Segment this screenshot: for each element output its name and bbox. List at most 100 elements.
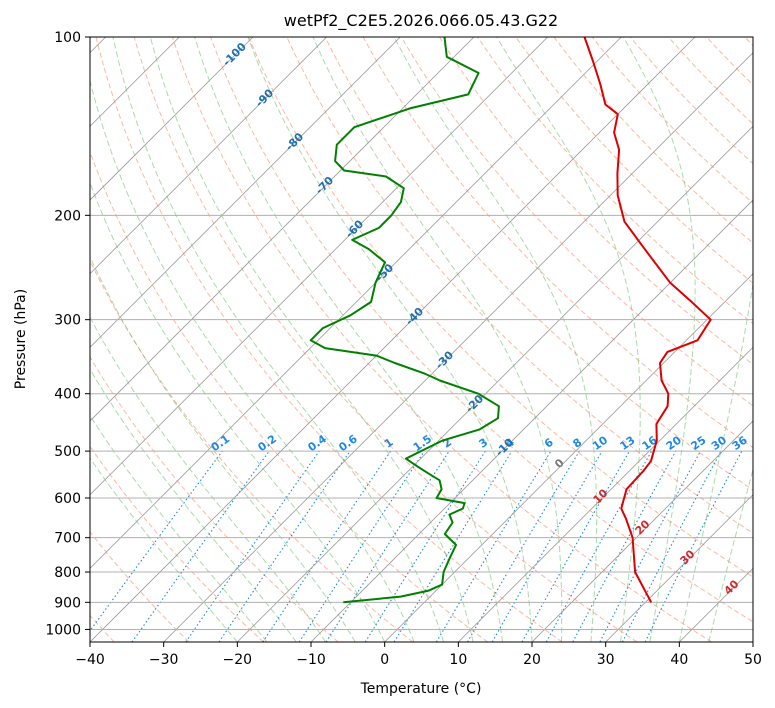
moist-adiabat-line <box>90 414 268 642</box>
isotherms <box>90 37 753 642</box>
pressure-gridlines <box>90 37 753 630</box>
mixing-ratio-lines <box>90 450 743 642</box>
isotherm-line <box>90 37 696 642</box>
mixing-ratio-line <box>364 450 486 642</box>
x-tick-label: −30 <box>149 652 179 668</box>
isotherm-line <box>531 420 753 642</box>
moist-adiabat-line <box>247 37 533 642</box>
dry-adiabats <box>90 37 753 642</box>
mixing-ratio-line <box>435 450 552 642</box>
dry-adiabat-line <box>248 37 753 578</box>
moist-adiabat-line <box>708 467 753 642</box>
moist-adiabat-line <box>90 255 356 642</box>
mixing-ratio-label: 1 <box>382 436 396 451</box>
isotherm-line <box>90 37 327 275</box>
x-tick-label: 10 <box>449 652 467 668</box>
y-tick-label: 600 <box>54 491 81 507</box>
axes: −40 −30 −20 −10 0 10 20 30 40 5010020030040050060… <box>45 30 762 668</box>
mixing-ratio-line <box>131 450 270 642</box>
x-tick-label: 50 <box>744 652 762 668</box>
moist-adiabat-line <box>393 37 598 642</box>
mixing-ratio-line <box>572 450 677 642</box>
moist-adiabats <box>90 37 753 642</box>
plot-frame <box>89 36 754 643</box>
dry-adiabat-label: 10 <box>591 486 611 506</box>
moist-adiabat-line <box>622 37 696 642</box>
moist-adiabat-line <box>90 316 327 642</box>
mixing-ratio-line <box>218 450 351 642</box>
mixing-ratio-label: 3 <box>477 436 491 451</box>
isotherm-line <box>679 567 753 642</box>
dry-adiabat-line <box>90 531 190 642</box>
moist-adiabat-line <box>678 280 753 642</box>
x-tick-label: 0 <box>380 652 389 668</box>
mixing-ratio-label: 13 <box>617 434 637 453</box>
dry-adiabat-line <box>744 37 753 47</box>
x-tick-label: 30 <box>597 652 615 668</box>
mixing-ratio-label: 30 <box>709 433 729 453</box>
plot-area: 0.1 0.2 0.4 0.6 1 1.5 2 3 4 6 8 10 13 16 20 25 30 36-100-… <box>90 37 753 642</box>
mixing-ratio-line <box>90 450 223 632</box>
dry-adiabat-line <box>591 37 753 204</box>
y-tick-label: 400 <box>54 387 81 403</box>
isotherm-line <box>458 346 753 642</box>
dry-adiabat-line <box>362 37 753 449</box>
isotherm-line <box>237 125 753 642</box>
y-tick-label: 500 <box>54 444 81 460</box>
mixing-ratio-line <box>325 450 450 642</box>
isotherm-line <box>163 52 753 642</box>
dry-adiabat-label: 30 <box>678 547 698 567</box>
isotherm-label: -70 <box>313 174 336 197</box>
y-tick-label: 300 <box>54 313 81 329</box>
y-tick-label: 900 <box>54 595 81 611</box>
isotherm-line <box>90 37 475 422</box>
y-tick-label: 100 <box>54 30 81 46</box>
dry-adiabat-line <box>477 37 753 325</box>
isotherm-line <box>90 37 622 569</box>
isotherm-label: -60 <box>343 217 366 240</box>
isotherm-label: -80 <box>283 130 306 153</box>
y-axis-label: Pressure (hPa) <box>13 289 29 389</box>
moist-adiabat-line <box>496 37 641 642</box>
isotherm-line <box>90 37 254 201</box>
dry-adiabat-line <box>553 37 753 244</box>
dry-adiabat-line <box>90 259 414 642</box>
x-tick-label: −10 <box>296 652 326 668</box>
moist-adiabat-line <box>90 457 238 642</box>
isotherm-line <box>384 273 753 642</box>
dry-adiabat-label: 20 <box>633 517 653 537</box>
mixing-ratio-label: 25 <box>689 434 709 453</box>
chart-title: wetPf2_C2E5.2026.066.05.43.G22 <box>284 11 558 31</box>
dry-adiabat-line <box>400 37 753 407</box>
mixing-ratio-line <box>491 450 603 642</box>
moist-adiabat-line <box>112 37 445 642</box>
dry-adiabat-line <box>706 37 753 86</box>
y-tick-label: 700 <box>54 531 81 547</box>
temperature-profile-line <box>583 37 712 603</box>
moist-adiabat-line <box>312 37 563 642</box>
mixing-ratio-line <box>621 450 722 642</box>
isotherm-label: -40 <box>403 305 426 328</box>
isotherm-line <box>605 494 753 642</box>
moist-adiabat-line <box>194 37 503 642</box>
y-tick-label: 1000 <box>45 622 81 638</box>
isotherm-line <box>752 641 753 642</box>
moist-adiabat-line <box>90 181 386 642</box>
dry-adiabat-line <box>438 37 753 365</box>
mixing-ratio-line <box>467 450 580 642</box>
dewpoint-profile-line <box>309 37 500 604</box>
moist-adiabat-line <box>90 78 415 642</box>
dry-adiabat-line <box>90 355 339 642</box>
mixing-ratio-line <box>521 450 630 642</box>
dry-adiabat-line <box>133 37 638 642</box>
mixing-ratio-line <box>185 450 320 642</box>
y-tick-label: 800 <box>54 565 81 581</box>
mixing-ratio-line <box>393 450 513 642</box>
x-axis-label: Temperature (°C) <box>360 681 482 697</box>
isotherm-line <box>90 37 401 348</box>
mixing-ratio-label: 36 <box>730 433 750 453</box>
mixing-ratio-line <box>262 450 392 642</box>
y-tick-label: 200 <box>54 208 81 224</box>
dry-adiabat-line <box>95 37 563 642</box>
isotherm-line <box>90 37 548 496</box>
